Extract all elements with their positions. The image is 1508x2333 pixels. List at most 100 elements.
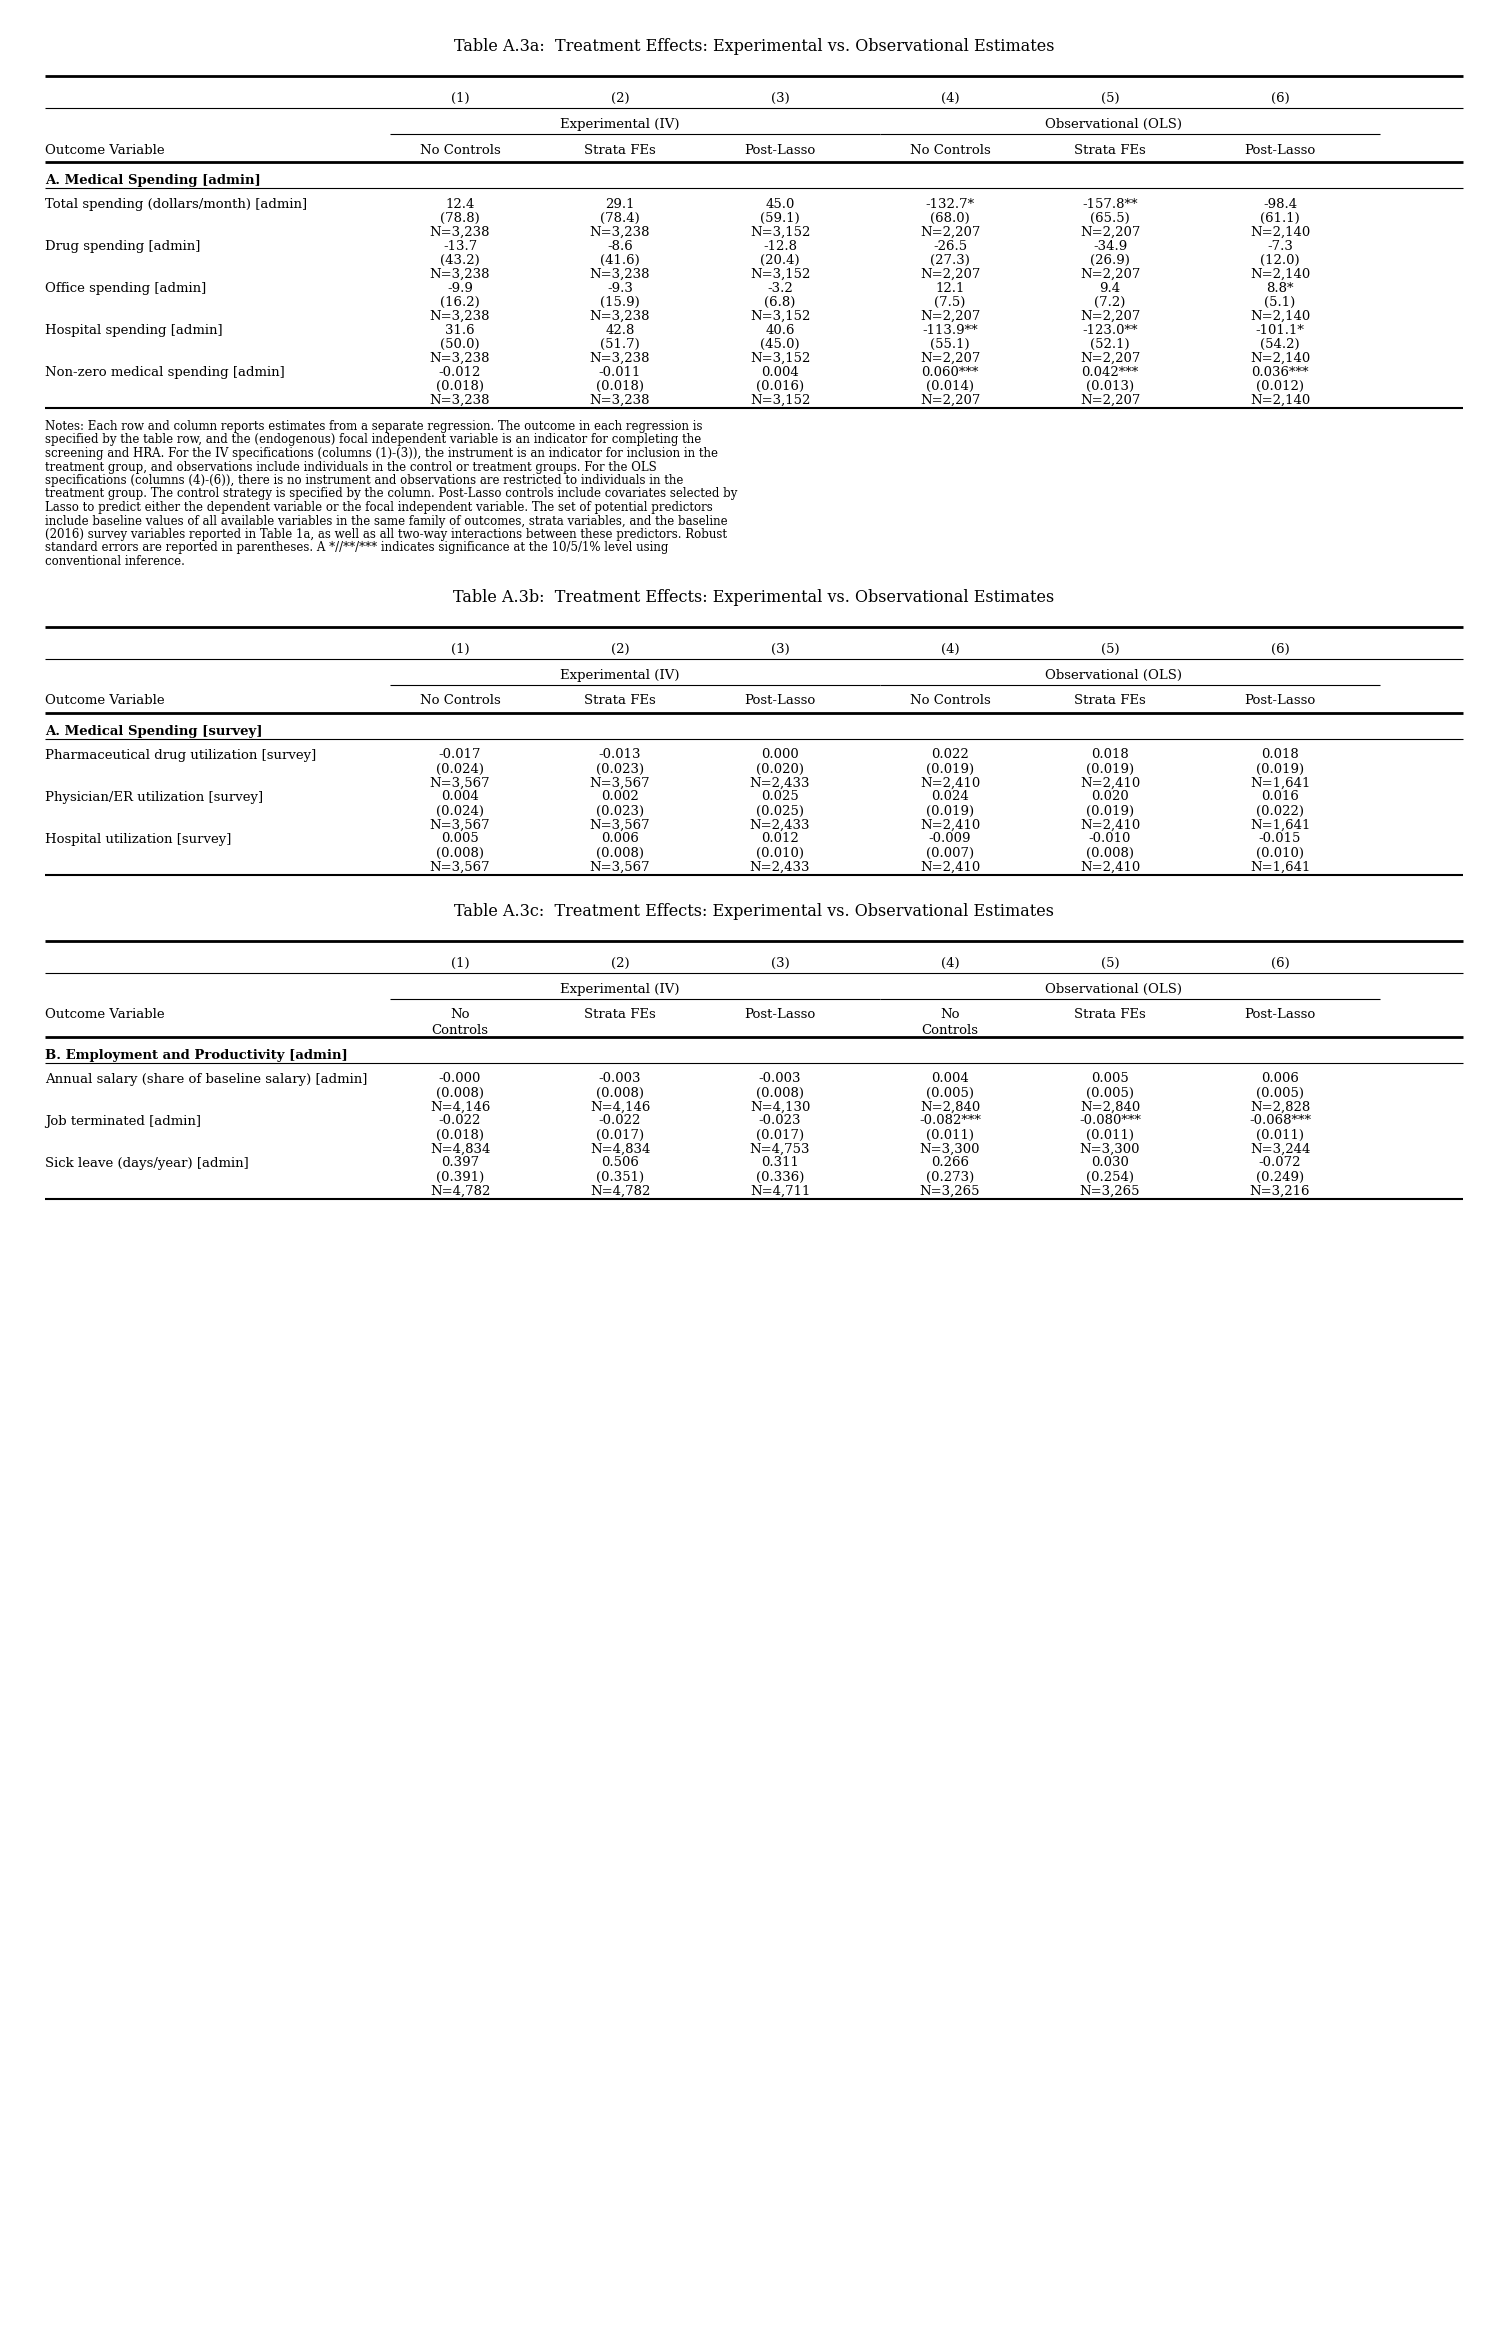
- Text: Strata FEs: Strata FEs: [1074, 145, 1146, 156]
- Text: Table A.3b:  Treatment Effects: Experimental vs. Observational Estimates: Table A.3b: Treatment Effects: Experimen…: [454, 588, 1054, 607]
- Text: N=3,238: N=3,238: [590, 310, 650, 322]
- Text: (65.5): (65.5): [1090, 212, 1129, 224]
- Text: N=3,152: N=3,152: [749, 226, 810, 238]
- Text: (0.011): (0.011): [1256, 1129, 1304, 1141]
- Text: (2): (2): [611, 91, 629, 105]
- Text: N=2,207: N=2,207: [1080, 394, 1140, 406]
- Text: N=2,410: N=2,410: [920, 777, 980, 789]
- Text: 0.006: 0.006: [602, 833, 639, 845]
- Text: -0.003: -0.003: [599, 1073, 641, 1085]
- Text: 0.004: 0.004: [762, 366, 799, 378]
- Text: (6): (6): [1271, 91, 1289, 105]
- Text: N=3,238: N=3,238: [430, 226, 490, 238]
- Text: N=2,140: N=2,140: [1250, 394, 1310, 406]
- Text: Outcome Variable: Outcome Variable: [45, 1008, 164, 1022]
- Text: Post-Lasso: Post-Lasso: [1244, 1008, 1315, 1022]
- Text: (2): (2): [611, 957, 629, 971]
- Text: -0.022: -0.022: [599, 1115, 641, 1127]
- Text: Lasso to predict either the dependent variable or the focal independent variable: Lasso to predict either the dependent va…: [45, 502, 713, 513]
- Text: N=2,140: N=2,140: [1250, 268, 1310, 280]
- Text: N=3,300: N=3,300: [920, 1143, 980, 1155]
- Text: N=2,207: N=2,207: [1080, 226, 1140, 238]
- Text: N=3,265: N=3,265: [920, 1185, 980, 1197]
- Text: N=4,711: N=4,711: [749, 1185, 810, 1197]
- Text: (0.024): (0.024): [436, 805, 484, 817]
- Text: N=2,207: N=2,207: [920, 226, 980, 238]
- Text: 29.1: 29.1: [605, 198, 635, 210]
- Text: 0.004: 0.004: [442, 791, 480, 803]
- Text: specifications (columns (4)-(6)), there is no instrument and observations are re: specifications (columns (4)-(6)), there …: [45, 474, 683, 488]
- Text: (0.008): (0.008): [596, 1087, 644, 1099]
- Text: include baseline values of all available variables in the same family of outcome: include baseline values of all available…: [45, 516, 728, 527]
- Text: Total spending (dollars/month) [admin]: Total spending (dollars/month) [admin]: [45, 198, 308, 210]
- Text: (50.0): (50.0): [440, 338, 480, 350]
- Text: N=2,140: N=2,140: [1250, 226, 1310, 238]
- Text: screening and HRA. For the IV specifications (columns (1)-(3)), the instrument i: screening and HRA. For the IV specificat…: [45, 448, 718, 460]
- Text: -13.7: -13.7: [443, 240, 477, 252]
- Text: 0.266: 0.266: [930, 1157, 970, 1169]
- Text: N=2,840: N=2,840: [920, 1101, 980, 1113]
- Text: (5): (5): [1101, 957, 1119, 971]
- Text: N=3,238: N=3,238: [590, 352, 650, 364]
- Text: N=3,567: N=3,567: [590, 861, 650, 873]
- Text: N=3,567: N=3,567: [590, 777, 650, 789]
- Text: N=3,244: N=3,244: [1250, 1143, 1310, 1155]
- Text: -0.080***: -0.080***: [1080, 1115, 1142, 1127]
- Text: (7.2): (7.2): [1095, 296, 1125, 308]
- Text: (0.024): (0.024): [436, 763, 484, 775]
- Text: No Controls: No Controls: [419, 145, 501, 156]
- Text: Experimental (IV): Experimental (IV): [561, 982, 680, 996]
- Text: (5.1): (5.1): [1264, 296, 1295, 308]
- Text: N=2,433: N=2,433: [749, 819, 810, 831]
- Text: conventional inference.: conventional inference.: [45, 555, 185, 567]
- Text: (16.2): (16.2): [440, 296, 480, 308]
- Text: N=2,207: N=2,207: [920, 352, 980, 364]
- Text: 0.006: 0.006: [1261, 1073, 1298, 1085]
- Text: Outcome Variable: Outcome Variable: [45, 695, 164, 707]
- Text: N=2,840: N=2,840: [1080, 1101, 1140, 1113]
- Text: 0.022: 0.022: [930, 749, 968, 761]
- Text: N=3,238: N=3,238: [590, 268, 650, 280]
- Text: (51.7): (51.7): [600, 338, 639, 350]
- Text: (0.005): (0.005): [926, 1087, 974, 1099]
- Text: Strata FEs: Strata FEs: [584, 695, 656, 707]
- Text: N=2,207: N=2,207: [920, 394, 980, 406]
- Text: N=2,140: N=2,140: [1250, 352, 1310, 364]
- Text: N=3,238: N=3,238: [430, 394, 490, 406]
- Text: No Controls: No Controls: [909, 145, 991, 156]
- Text: Strata FEs: Strata FEs: [584, 1008, 656, 1022]
- Text: (0.019): (0.019): [1086, 805, 1134, 817]
- Text: 31.6: 31.6: [445, 324, 475, 336]
- Text: (78.4): (78.4): [600, 212, 639, 224]
- Text: N=2,207: N=2,207: [1080, 352, 1140, 364]
- Text: Sick leave (days/year) [admin]: Sick leave (days/year) [admin]: [45, 1157, 249, 1169]
- Text: -7.3: -7.3: [1267, 240, 1292, 252]
- Text: 45.0: 45.0: [766, 198, 795, 210]
- Text: (0.019): (0.019): [926, 763, 974, 775]
- Text: N=3,152: N=3,152: [749, 268, 810, 280]
- Text: (20.4): (20.4): [760, 254, 799, 266]
- Text: N=4,146: N=4,146: [430, 1101, 490, 1113]
- Text: (0.351): (0.351): [596, 1171, 644, 1183]
- Text: Post-Lasso: Post-Lasso: [745, 695, 816, 707]
- Text: Strata FEs: Strata FEs: [584, 145, 656, 156]
- Text: (12.0): (12.0): [1261, 254, 1300, 266]
- Text: Hospital utilization [survey]: Hospital utilization [survey]: [45, 833, 231, 845]
- Text: N=2,410: N=2,410: [920, 861, 980, 873]
- Text: -0.015: -0.015: [1259, 833, 1301, 845]
- Text: No
Controls: No Controls: [921, 1008, 979, 1038]
- Text: 40.6: 40.6: [765, 324, 795, 336]
- Text: N=2,410: N=2,410: [920, 819, 980, 831]
- Text: N=3,238: N=3,238: [430, 268, 490, 280]
- Text: (0.019): (0.019): [1256, 763, 1304, 775]
- Text: N=4,146: N=4,146: [590, 1101, 650, 1113]
- Text: treatment group. The control strategy is specified by the column. Post-Lasso con: treatment group. The control strategy is…: [45, 488, 737, 502]
- Text: 0.018: 0.018: [1261, 749, 1298, 761]
- Text: Physician/ER utilization [survey]: Physician/ER utilization [survey]: [45, 791, 262, 803]
- Text: 0.025: 0.025: [762, 791, 799, 803]
- Text: -101.1*: -101.1*: [1256, 324, 1304, 336]
- Text: (0.336): (0.336): [756, 1171, 804, 1183]
- Text: Experimental (IV): Experimental (IV): [561, 119, 680, 131]
- Text: (3): (3): [771, 642, 789, 656]
- Text: -0.082***: -0.082***: [918, 1115, 980, 1127]
